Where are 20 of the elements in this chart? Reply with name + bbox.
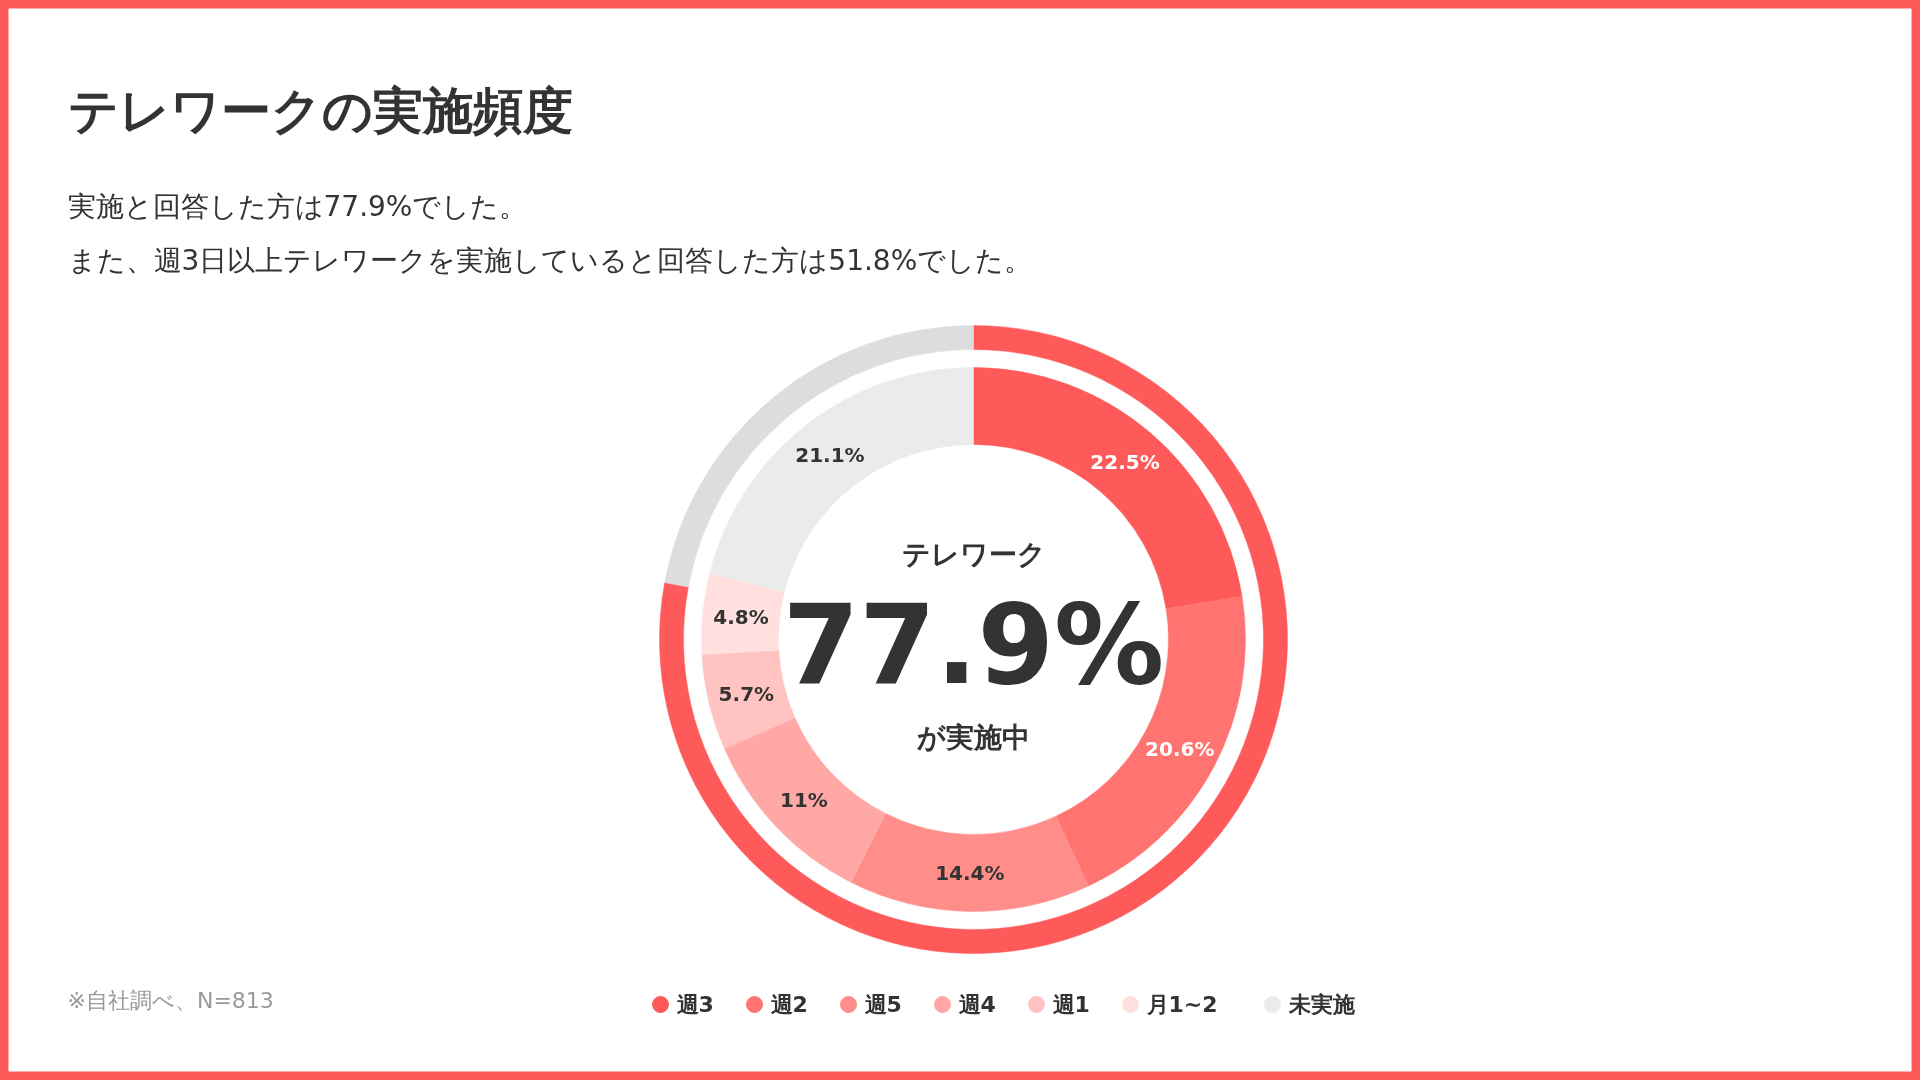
legend-label: 週2 (770, 992, 808, 1017)
text: 77.9% (782, 580, 1165, 709)
data-label: 21.1% (795, 443, 865, 468)
data-label: 22.5% (1090, 449, 1160, 474)
legend-label: 未実施 (1287, 992, 1355, 1017)
chart-subtitle: 実施と回答した方は77.9%でした。また、週3日以上テレワークを実施していると回答した方は51.8%でした。 (67, 190, 1033, 277)
legend-label: 週3 (676, 992, 714, 1017)
text: ※自社調べ、N=813 (67, 988, 274, 1013)
legend-label: 週5 (864, 992, 902, 1017)
data-label: 20.6% (1145, 736, 1215, 761)
text: テレワーク (901, 538, 1046, 571)
legend-label: 週1 (1052, 992, 1090, 1017)
data-label: 14.4% (935, 860, 1005, 885)
text: が実施中 (917, 721, 1030, 754)
legend-label: 週4 (958, 992, 996, 1017)
chart-title: テレワークの実施頻度 (67, 81, 573, 140)
legend-label: 月1~2 (1145, 992, 1218, 1017)
data-label: 4.8% (713, 605, 769, 630)
data-label: 11% (779, 788, 828, 813)
data-label: 5.7% (718, 681, 775, 706)
